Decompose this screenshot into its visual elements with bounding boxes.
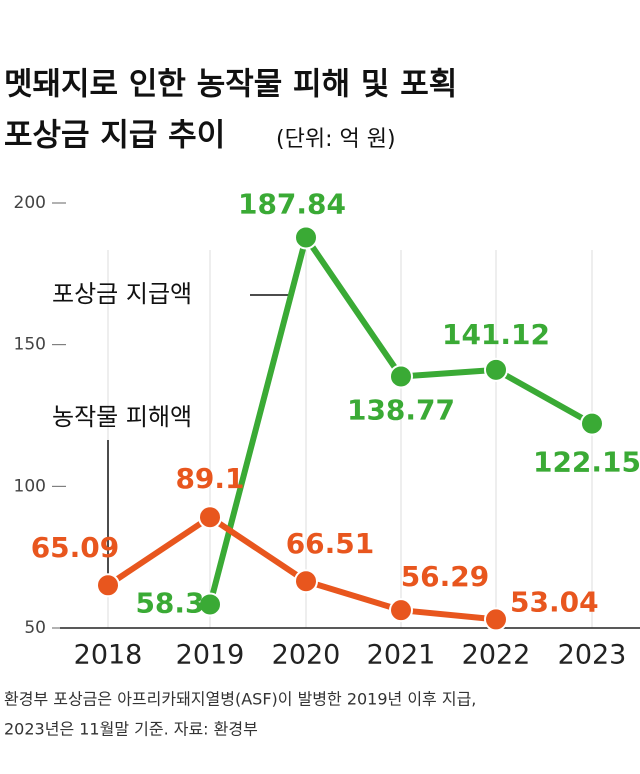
- data-point: [580, 411, 604, 436]
- data-point: [389, 598, 413, 623]
- y-tick-label: 150: [14, 335, 46, 355]
- y-tick-label: 200: [14, 193, 46, 213]
- data-point: [389, 364, 413, 389]
- y-tick-label: 50: [24, 618, 46, 638]
- series-label: 농작물 피해액: [52, 403, 192, 431]
- series-label: 포상금 지급액: [52, 280, 192, 308]
- data-label: 141.12: [442, 318, 550, 351]
- unit-label: (단위: 억 원): [276, 127, 396, 152]
- data-label: 187.84: [238, 187, 346, 220]
- footnote: 2023년은 11월말 기준. 자료: 환경부: [4, 720, 258, 739]
- data-point: [484, 357, 508, 382]
- x-tick-label: 2022: [462, 640, 531, 671]
- y-tick-label: 100: [14, 476, 46, 496]
- data-label: 138.77: [347, 393, 455, 426]
- chart-title: 포상금 지급 추이: [4, 118, 225, 154]
- data-label: 122.15: [533, 446, 640, 479]
- data-label: 53.04: [510, 585, 599, 618]
- x-tick-label: 2021: [367, 640, 436, 671]
- data-point: [198, 592, 222, 617]
- data-label: 56.29: [401, 560, 490, 593]
- footnote: 환경부 포상금은 아프리카돼지열병(ASF)이 발병한 2019년 이후 지급,: [4, 690, 476, 709]
- data-label: 66.51: [286, 527, 375, 560]
- data-label: 65.09: [31, 531, 120, 564]
- x-tick-label: 2023: [558, 640, 627, 671]
- data-point: [294, 569, 318, 594]
- x-tick-label: 2019: [176, 640, 245, 671]
- data-point: [294, 225, 318, 250]
- data-point: [96, 573, 120, 598]
- chart-title: 멧돼지로 인한 농작물 피해 및 포획: [4, 67, 457, 103]
- x-tick-label: 2020: [272, 640, 341, 671]
- data-label: 89.1: [175, 462, 244, 495]
- x-tick-label: 2018: [74, 640, 143, 671]
- data-label: 58.3: [135, 586, 204, 619]
- data-point: [198, 505, 222, 530]
- data-point: [484, 607, 508, 632]
